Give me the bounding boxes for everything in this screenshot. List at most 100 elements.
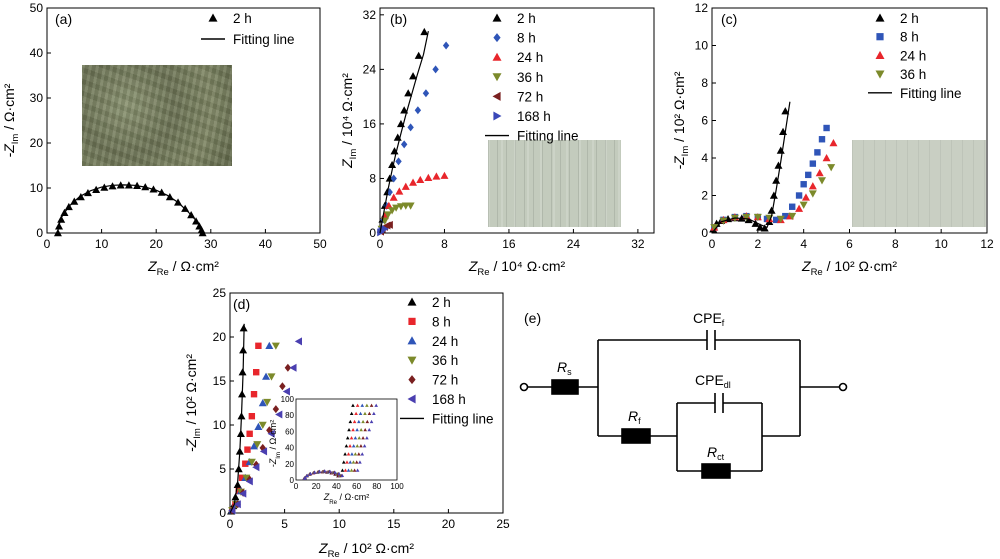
panel-d-xtick-label: 0	[227, 517, 234, 531]
panel-c-series-8-h-point	[805, 171, 812, 179]
panel-b-legend-entry-36-h-label: 36 h	[517, 70, 543, 85]
panel-d-inset-xtick-label: 60	[352, 482, 361, 491]
panel-d-series-72-h	[228, 363, 292, 515]
panel-b-xtick-label: 24	[567, 237, 581, 251]
panel-b-series-24-h-point	[416, 175, 425, 184]
panel-c-series-2-h-point	[779, 127, 788, 135]
panel-c-legend-entry-fitting-line-label: Fitting line	[900, 86, 962, 101]
panel-d-series-72-h-point	[253, 460, 260, 469]
panel-d-inset-point	[333, 472, 337, 476]
panel-a-series-2-h-point	[181, 204, 190, 212]
panel-d-inset-point	[303, 476, 307, 480]
panel-d-inset-point	[355, 444, 360, 448]
panel-d-inset-ytick-label: 0	[290, 476, 295, 485]
panel-d-inset-point	[302, 476, 307, 480]
panel-d-inset-point	[365, 436, 369, 440]
panel-b-legend-entry-36-h-swatch	[492, 73, 502, 82]
panel-c-xtick-label: 10	[934, 237, 948, 251]
panel-d-inset-point	[320, 470, 325, 474]
panel-d-inset-point	[357, 419, 361, 424]
panel-d-inset-point	[333, 470, 337, 474]
panel-b-series-8-h-point	[380, 215, 387, 224]
panel-c-xtick-label: 8	[892, 237, 899, 251]
panel-a-ytick-label: 10	[30, 181, 44, 195]
panel-d-inset-point	[331, 470, 336, 475]
panel-c-series-2-h-point	[760, 224, 769, 232]
panel-a-series-2-h-point	[76, 193, 85, 201]
panel-d-inset-frame	[295, 398, 398, 481]
panel-d-series-8-h-point	[250, 391, 258, 398]
panel-d-inset-point	[355, 403, 360, 407]
panel-d-series-72-h-point	[259, 443, 266, 452]
panel-c-legend-entry-8-h-swatch	[876, 33, 884, 41]
panel-a-series-2-h-point	[100, 183, 109, 191]
panel-d-series-24-h	[228, 341, 274, 514]
panel-b-legend-entry-2-h-swatch	[492, 13, 502, 22]
panel-b-series-8-h-point	[386, 188, 393, 197]
panel-d-series-168-h-point	[294, 337, 302, 346]
panel-c-series-36-h	[710, 164, 836, 232]
panel-d-inset-point	[326, 469, 331, 474]
surface-photo-a	[82, 65, 232, 166]
panel-c-series-2-h-point	[717, 216, 726, 225]
panel-b-series-36-h-point	[384, 211, 393, 219]
panel-d-inset-point	[302, 476, 307, 480]
panel-d-inset-point	[360, 403, 365, 407]
panel-d-inset-ytick-label: 100	[281, 395, 295, 404]
panel-d-inset-point	[351, 460, 356, 464]
panel-d-legend-entry-24-h-label: 24 h	[432, 334, 458, 349]
panel-c-legend-entry-24-h-swatch	[875, 50, 885, 59]
panel-d-inset-point	[312, 470, 316, 475]
panel-d-legend-entry-fitting-line-label: Fitting line	[432, 411, 494, 426]
cpe-f-label: CPE	[693, 310, 722, 326]
panel-c-series-8-h-point	[720, 216, 727, 224]
panel-d-inset-point	[334, 472, 338, 476]
panel-d-inset-point	[337, 471, 341, 476]
panel-c-series-2-h-point	[756, 223, 765, 231]
panel-c-series-36-h-point	[710, 224, 719, 232]
panel-b-series-fitting-line	[379, 31, 429, 234]
panel-b-series-8-h-point	[377, 226, 385, 235]
panel-d-inset-point	[345, 436, 350, 440]
panel-b-legend-entry-72-h-swatch	[492, 91, 501, 101]
panel-b-xtick-label: 32	[631, 237, 645, 251]
panel-c-legend-entry-2-h-swatch	[875, 13, 885, 22]
panel-b-series-36-h-point	[406, 202, 415, 210]
resistor-rs	[551, 379, 579, 395]
panel-d-inset-point	[303, 475, 307, 480]
panel-d-inset-point	[361, 419, 365, 424]
panel-d-series-36-h-point	[242, 474, 251, 482]
panel-d-series-72-h-point	[284, 363, 292, 372]
panel-d-series-8-h-point	[253, 369, 260, 376]
panel-d-inset-point	[363, 427, 367, 432]
panel-d-ytick-label: 0	[219, 506, 226, 520]
panel-b-series-8-h-point	[432, 65, 439, 74]
terminal-left	[519, 382, 529, 392]
panel-c-series-8-h-point	[763, 215, 771, 223]
panel-d-series-8-h-point	[238, 474, 246, 481]
panel-d-legend-entry-72-h-swatch	[408, 375, 416, 385]
panel-d-series-24-h-point	[232, 500, 241, 508]
panel-d-inset-point	[332, 470, 336, 474]
panel-d-series-24-h-point	[228, 506, 237, 514]
panel-a-series-2-h-point	[197, 226, 206, 234]
circuit-panel-label: (e)	[524, 310, 541, 326]
panel-b-series-24-h-point	[409, 178, 418, 186]
panel-d-inset-point	[347, 427, 351, 432]
panel-b-series-8-h-point	[390, 174, 397, 183]
panel-d-inset-point	[343, 452, 347, 456]
panel-d-inset-ytick-label: 40	[285, 444, 294, 453]
panel-b-series-2-h-point	[393, 133, 402, 141]
panel-b-series-36-h-point	[401, 202, 410, 210]
panel-b-series-72-h-point	[376, 227, 385, 236]
panel-c-series-36-h-point	[776, 215, 785, 223]
panel-d-inset-point	[317, 469, 321, 474]
panel-d-series-2-h-point	[238, 390, 247, 398]
panel-d-inset-point	[312, 470, 317, 474]
panel-c-series-2-h-point	[724, 214, 733, 223]
panel-b-series-fitting-line-line	[379, 31, 429, 234]
panel-a-series-2-h-point	[64, 202, 73, 211]
panel-a-ytick-label: 20	[30, 136, 44, 150]
panel-b-label: (b)	[390, 11, 407, 27]
panel-d-inset-point	[351, 403, 355, 407]
